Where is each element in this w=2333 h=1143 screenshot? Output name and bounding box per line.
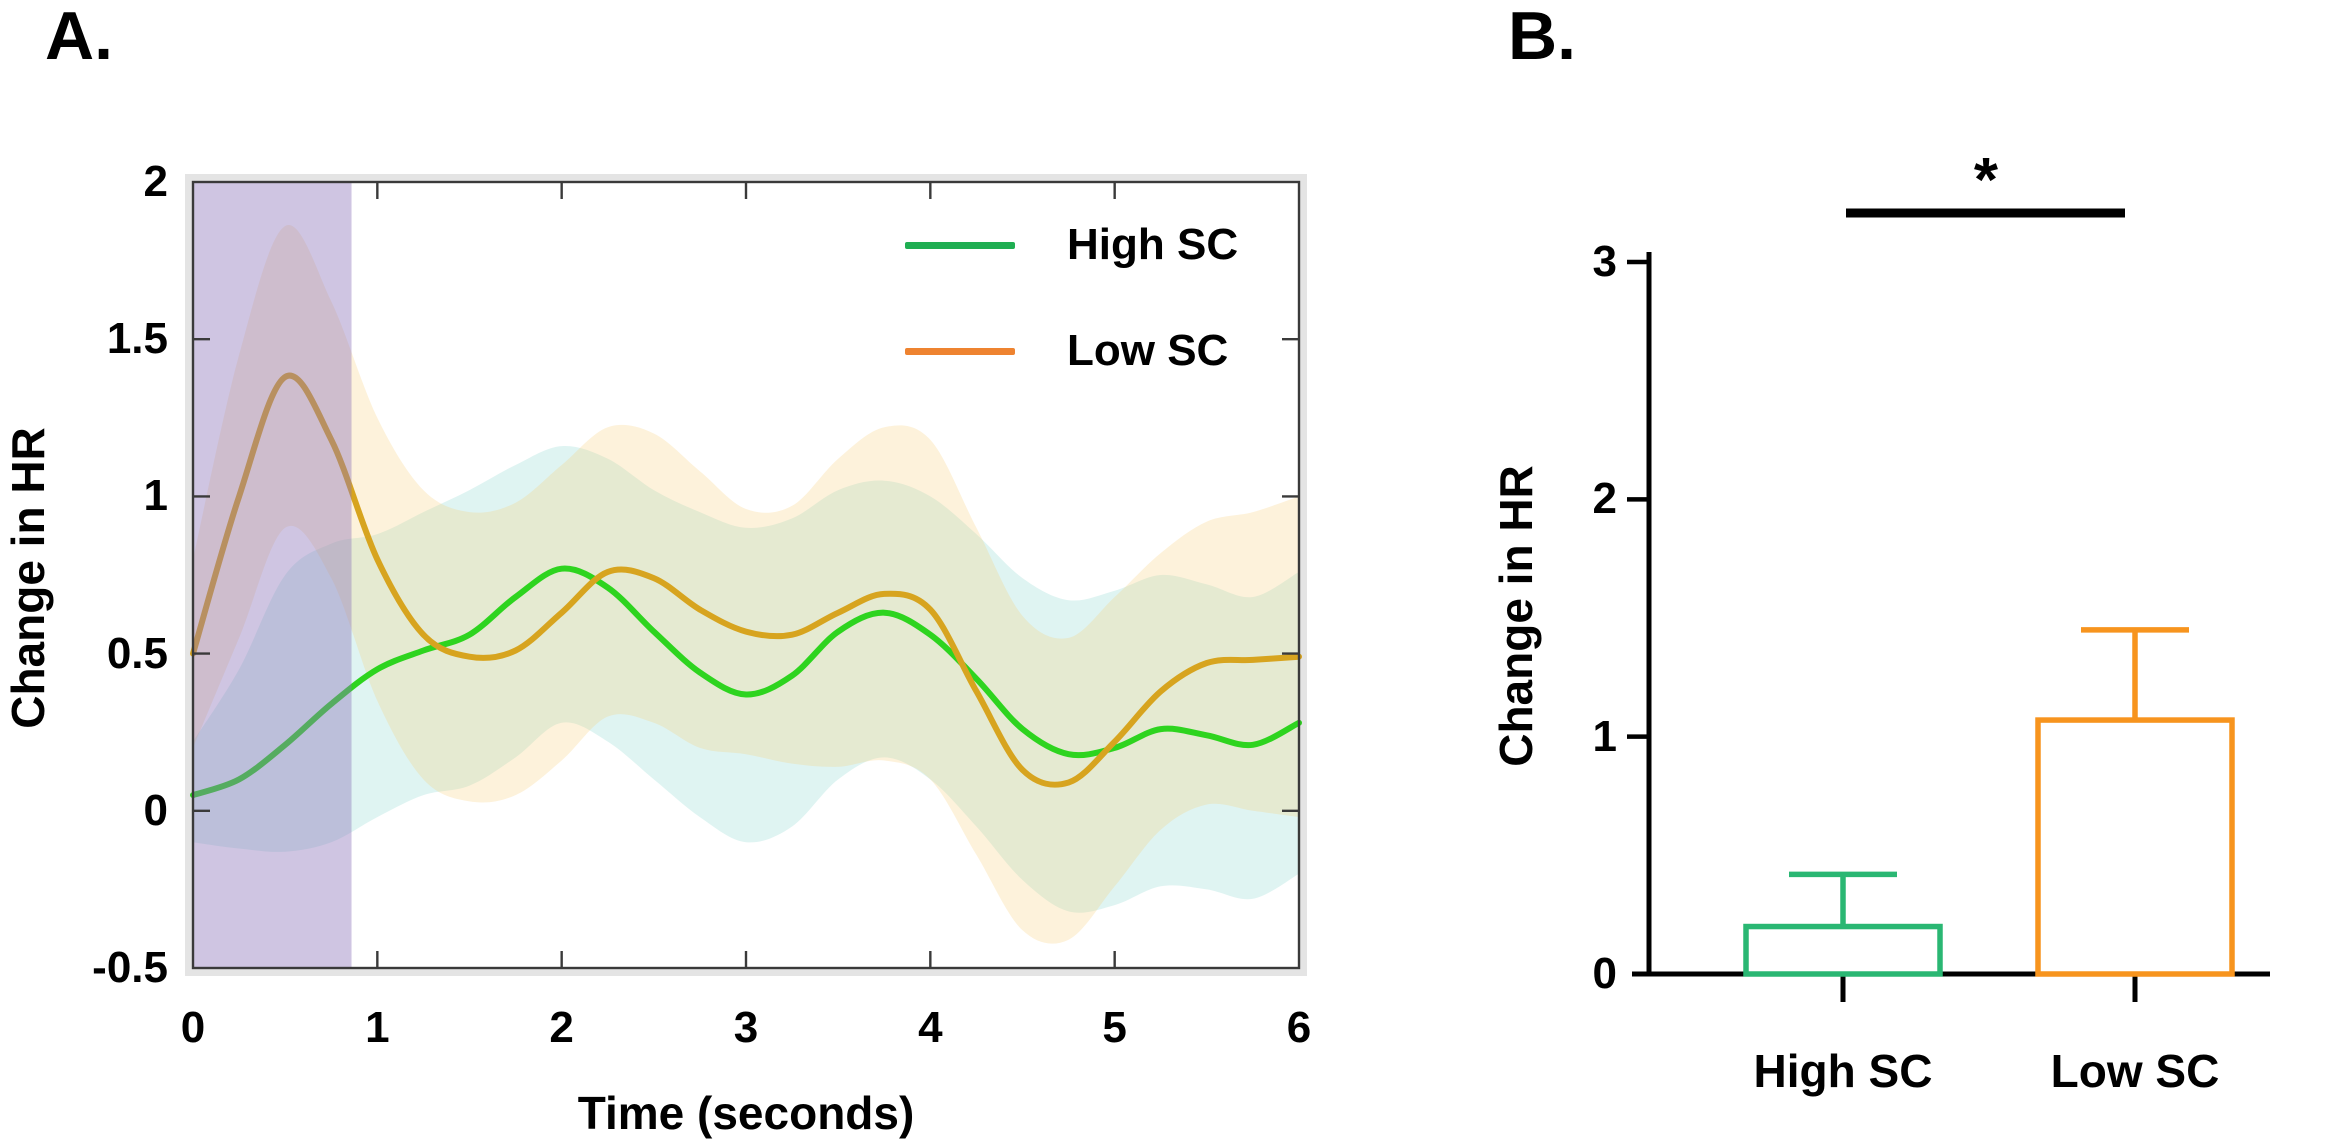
panel-b-y-tick-label: 1	[1592, 711, 1617, 761]
panel-a-plot-area	[193, 182, 1299, 968]
panel-a-x-tick-label: 2	[549, 1003, 574, 1052]
curves	[190, 372, 1302, 799]
high-sc-bar-group	[1743, 871, 1943, 977]
low-sc-curve	[190, 372, 1302, 788]
high-sc-curve	[190, 565, 1302, 799]
panel-a-x-tick-label: 5	[1102, 1003, 1127, 1052]
low-sc-bar-group	[2035, 627, 2235, 977]
panel-a-ticks	[193, 182, 1299, 968]
panel-a-y-tick-label: 1	[143, 471, 168, 521]
legend-line-swatch	[905, 347, 1015, 355]
bar	[2035, 717, 2235, 977]
legend-entry-low-sc: Low SC	[905, 326, 1228, 376]
panel-a-y-tick-label: 0.5	[106, 628, 168, 678]
panel-a-label: A.	[45, 0, 113, 74]
confidence-bands	[193, 224, 1299, 944]
panel-a-x-tick-label: 3	[733, 1003, 759, 1052]
panel-b-category-label: Low SC	[2050, 1045, 2220, 1097]
panel-a-x-tick-label: 0	[180, 1003, 206, 1052]
panel-a-x-axis-label: Time (seconds)	[577, 1087, 915, 1139]
panel-a-x-tick-label: 1	[365, 1003, 390, 1052]
panel-b-y-tick-label: 3	[1592, 236, 1617, 286]
significance-asterisk: *	[1973, 146, 1999, 215]
legend-label: Low SC	[1067, 326, 1229, 375]
panel-b-category-label: High SC	[1753, 1045, 1933, 1097]
panel-a-y-tick-label: 1.5	[106, 313, 168, 363]
stimulus-window	[193, 182, 352, 968]
panel-b-y-tick-label: 2	[1592, 474, 1617, 524]
panel-b-label: B.	[1508, 0, 1576, 74]
high-sc-band	[193, 445, 1299, 913]
panel-a-y-tick-label: 2	[143, 156, 168, 206]
legend-label: High SC	[1067, 220, 1239, 269]
panel-a-x-tick-label: 6	[1286, 1003, 1312, 1052]
panel-b-y-tick-label: 0	[1592, 948, 1617, 998]
panel-a-outer-frame	[185, 174, 1307, 976]
bar	[1743, 923, 1943, 977]
panel-a-x-tick-label: 4	[918, 1003, 943, 1052]
legend-entry-high-sc: High SC	[905, 220, 1238, 270]
panel-a-y-tick-label: -0.5	[92, 942, 168, 992]
low-sc-band	[193, 224, 1299, 944]
panel-a-y-tick-label: 0	[143, 785, 168, 835]
legend-line-swatch	[905, 241, 1015, 249]
